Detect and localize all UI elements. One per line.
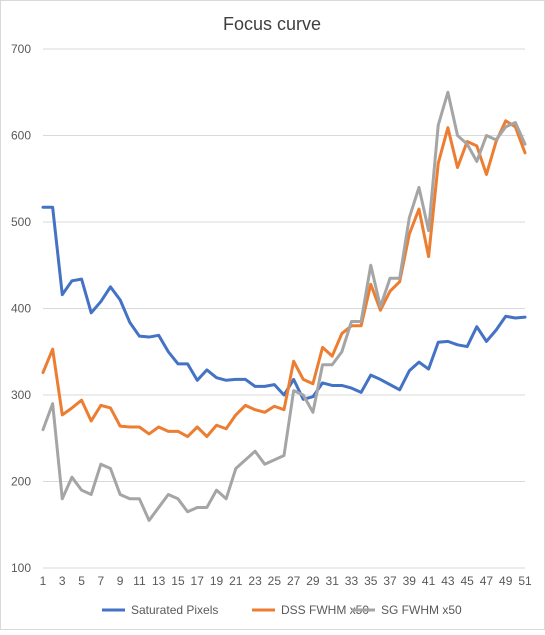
x-tick-label: 17 [191, 574, 205, 588]
y-tick-label: 700 [11, 42, 31, 56]
x-tick-label: 39 [403, 574, 417, 588]
x-tick-label: 47 [480, 574, 494, 588]
x-tick-label: 23 [248, 574, 262, 588]
legend-label-3: SG FWHM x50 [381, 603, 462, 617]
x-tick-label: 15 [171, 574, 185, 588]
x-tick-label: 19 [210, 574, 224, 588]
y-tick-label: 600 [11, 129, 31, 143]
x-tick-label: 41 [422, 574, 436, 588]
x-tick-label: 7 [97, 574, 104, 588]
y-tick-label: 100 [11, 561, 31, 575]
series-line-3 [41, 90, 527, 522]
legend-label-2: DSS FWHM x50 [281, 603, 369, 617]
x-tick-label: 29 [306, 574, 320, 588]
series-line-2 [41, 119, 527, 439]
x-tick-label: 21 [229, 574, 243, 588]
x-tick-label: 35 [364, 574, 378, 588]
x-axis: 1 3 5 7 9 11 13 15 17 19 21 23 25 27 29 31 33 35 37 39 41 43 4… [40, 574, 532, 588]
series-line-1 [41, 205, 527, 401]
x-tick-label: 9 [117, 574, 124, 588]
x-tick-label: 43 [441, 574, 455, 588]
x-tick-label: 13 [152, 574, 166, 588]
x-tick-label: 1 [40, 574, 47, 588]
legend-label-1: Saturated Pixels [131, 603, 218, 617]
series-lines [41, 90, 527, 522]
x-tick-label: 33 [345, 574, 359, 588]
y-axis: 100 200 300 400 500 600 700 [11, 42, 31, 575]
x-tick-label: 3 [59, 574, 66, 588]
x-tick-label: 5 [78, 574, 85, 588]
chart-title: Focus curve [223, 14, 321, 34]
x-tick-label: 37 [383, 574, 397, 588]
y-tick-label: 400 [11, 302, 31, 316]
x-tick-label: 27 [287, 574, 301, 588]
y-tick-label: 300 [11, 388, 31, 402]
x-tick-label: 45 [460, 574, 474, 588]
x-tick-label: 31 [326, 574, 340, 588]
y-tick-label: 200 [11, 475, 31, 489]
x-tick-label: 49 [499, 574, 513, 588]
x-tick-label: 11 [133, 574, 146, 588]
legend: Saturated Pixels DSS FWHM x50 SG FWHM x50 [102, 603, 462, 617]
y-tick-label: 500 [11, 215, 31, 229]
x-tick-label: 25 [268, 574, 282, 588]
x-tick-label: 51 [518, 574, 532, 588]
